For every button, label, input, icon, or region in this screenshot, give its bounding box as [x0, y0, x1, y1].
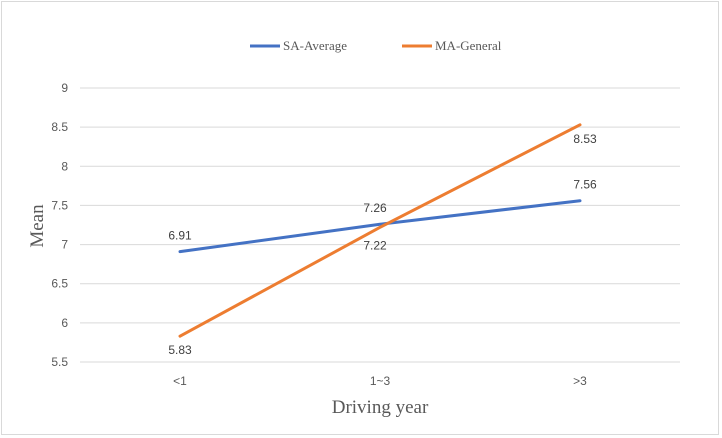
y-tick-label: 5.5 — [51, 355, 68, 369]
legend-label-sa-average: SA-Average — [283, 38, 347, 53]
y-tick-label: 6 — [61, 316, 68, 330]
legend-label-ma-general: MA-General — [435, 38, 502, 53]
series-line-sa-average — [178, 199, 582, 254]
data-label-sa-average: 7.56 — [573, 178, 597, 192]
x-tick-label: 1~3 — [370, 374, 391, 388]
x-axis-ticks: <1 1~3 >3 — [173, 374, 587, 388]
y-tick-label: 9 — [61, 81, 68, 95]
series-line-ma-general — [178, 123, 582, 338]
x-axis-title: Driving year — [332, 397, 429, 418]
data-label-ma-general: 7.22 — [363, 238, 387, 252]
y-tick-label: 8.5 — [51, 120, 68, 134]
data-label-ma-general: 5.83 — [168, 343, 192, 357]
x-tick-label: <1 — [173, 374, 187, 388]
data-label-sa-average: 7.26 — [363, 201, 387, 215]
y-tick-label: 7 — [61, 238, 68, 252]
y-tick-label: 6.5 — [51, 277, 68, 291]
y-axis-ticks: 5.5 6 6.5 7 7.5 8 8.5 9 — [51, 81, 68, 369]
y-tick-label: 7.5 — [51, 198, 68, 212]
data-label-ma-general: 8.53 — [573, 132, 597, 146]
x-tick-label: >3 — [573, 374, 587, 388]
y-tick-label: 8 — [61, 159, 68, 173]
gridlines — [80, 87, 680, 363]
data-labels: 6.91 7.26 7.56 5.83 7.22 8.53 — [168, 132, 597, 357]
legend: SA-Average MA-General — [250, 38, 502, 53]
series-lines — [178, 123, 582, 338]
data-label-sa-average: 6.91 — [168, 229, 192, 243]
y-axis-title: Mean — [27, 204, 48, 248]
